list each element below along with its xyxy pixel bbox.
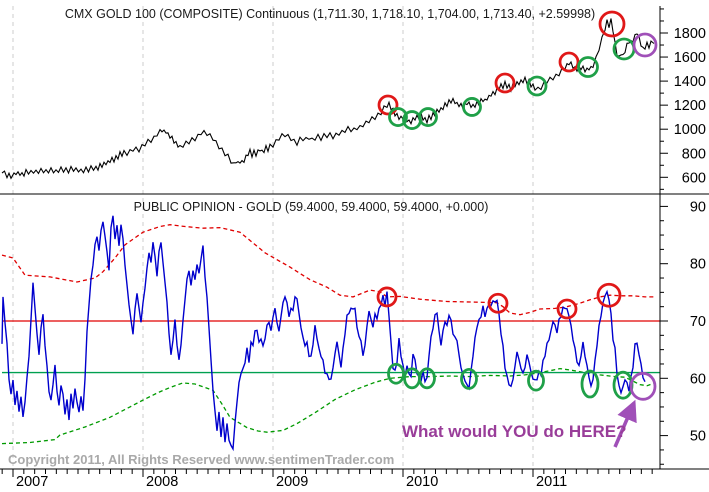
sell-signal-circle — [556, 298, 578, 320]
x-axis-year-label: 2011 — [536, 474, 567, 490]
price-axis-label: 1000 — [674, 122, 706, 138]
x-axis-year-label: 2009 — [276, 474, 308, 490]
price-panel-title: CMX GOLD 100 (COMPOSITE) Continuous (1,7… — [64, 7, 596, 21]
annotation-question: What would YOU do HERE? — [402, 422, 627, 441]
opinion-axis-label: 50 — [690, 429, 706, 445]
current-point-circle — [629, 371, 657, 401]
opinion-axis-label: 80 — [690, 257, 706, 273]
buy-signal-circle — [580, 369, 600, 399]
price-axis-label: 1800 — [674, 26, 706, 42]
sell-signal-circle — [494, 72, 516, 94]
gold-price-line — [1, 18, 655, 180]
buy-signal-circle — [577, 56, 599, 78]
x-axis-year-label: 2010 — [406, 474, 438, 490]
copyright-watermark: Copyright 2011, All Rights Reserved www.… — [8, 452, 395, 467]
price-axis-label: 1400 — [674, 74, 706, 90]
buy-signal-circle — [460, 367, 478, 390]
annotation-arrow — [613, 399, 637, 448]
lower-band-line — [1, 367, 656, 445]
opinion-axis-label: 70 — [690, 314, 706, 330]
price-axis-label: 600 — [682, 170, 706, 186]
x-axis-year-label: 2007 — [16, 474, 48, 490]
price-axis-label: 1200 — [674, 98, 706, 114]
public-opinion-line — [1, 215, 646, 452]
opinion-axis-label: 60 — [690, 371, 706, 387]
sell-signal-circle — [377, 94, 399, 116]
buy-signal-circle — [527, 369, 545, 392]
buy-signal-circle — [526, 75, 548, 97]
price-axis-label: 800 — [682, 146, 706, 162]
price-axis-label: 1600 — [674, 50, 706, 66]
buy-signal-circle — [387, 362, 405, 385]
x-axis-year-label: 2008 — [146, 474, 178, 490]
current-point-circle — [632, 32, 658, 58]
sell-signal-circle — [598, 10, 626, 38]
buy-signal-circle — [418, 107, 438, 127]
sell-signal-circle — [596, 282, 622, 308]
buy-signal-circle — [388, 107, 408, 127]
buy-signal-circle — [462, 97, 482, 117]
sell-signal-circle — [558, 51, 580, 73]
sell-signal-circle — [376, 286, 398, 308]
buy-signal-circle — [612, 37, 636, 61]
sell-signal-circle — [487, 292, 509, 314]
opinion-panel-title: PUBLIC OPINION - GOLD (59.4000, 59.4000,… — [133, 200, 489, 214]
buy-signal-circle — [418, 367, 436, 390]
opinion-axis-label: 90 — [690, 199, 706, 215]
